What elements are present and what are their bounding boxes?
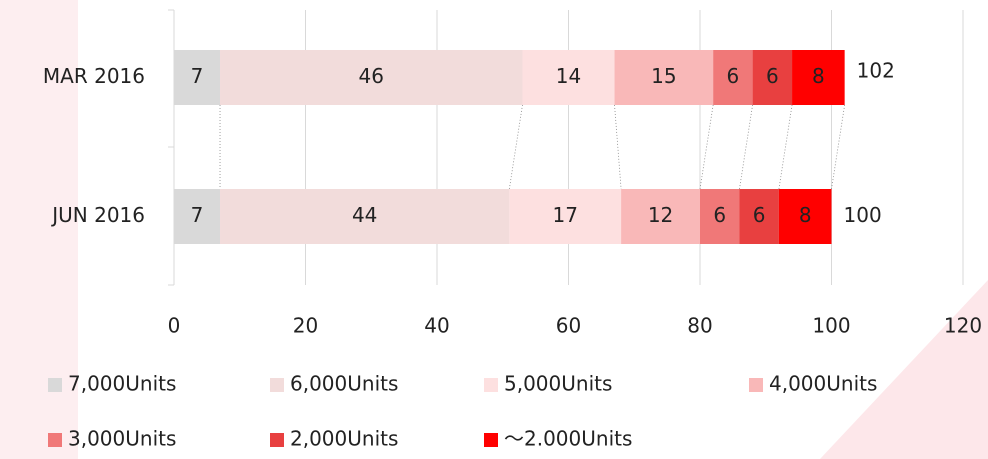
data-label: 12 <box>648 203 673 227</box>
data-label: 8 <box>812 64 825 88</box>
bar-segment <box>220 189 510 244</box>
bar-segment <box>522 50 615 105</box>
total-label: 102 <box>857 59 895 83</box>
x-tick-label: 60 <box>556 314 581 338</box>
legend-label: 3,000Units <box>68 427 176 451</box>
connector <box>831 104 846 190</box>
connector <box>699 104 714 190</box>
legend-swatch <box>270 378 284 392</box>
connector <box>778 104 793 190</box>
bar-segment <box>700 189 740 244</box>
legend-label: 4,000Units <box>769 372 877 396</box>
data-label: 15 <box>651 64 676 88</box>
bar-segment <box>739 189 779 244</box>
legend-swatch <box>48 433 62 447</box>
legend-swatch <box>484 378 498 392</box>
bar-segment <box>778 189 832 244</box>
connector <box>508 104 523 190</box>
legend-swatch <box>749 378 763 392</box>
legend-label: 6,000Units <box>290 372 398 396</box>
data-label: 46 <box>359 64 384 88</box>
connector <box>614 104 622 190</box>
x-tick-label: 40 <box>424 314 449 338</box>
bar-segment <box>792 50 845 105</box>
bar-segment <box>614 50 714 105</box>
legend-swatch <box>48 378 62 392</box>
bar-segment <box>174 50 221 105</box>
legend-label: 2,000Units <box>290 427 398 451</box>
legend-label: 7,000Units <box>68 372 176 396</box>
connector <box>739 104 753 190</box>
x-tick-label: 120 <box>944 314 982 338</box>
total-label: 100 <box>844 203 882 227</box>
legend-swatch <box>270 433 284 447</box>
data-label: 6 <box>727 64 740 88</box>
bar-segment <box>621 189 700 244</box>
legend-label: ～2.000Units <box>504 427 632 451</box>
y-tick-label: MAR 2016 <box>43 64 145 88</box>
x-tick-label: 100 <box>812 314 850 338</box>
bar-segment <box>509 189 622 244</box>
background-shape <box>820 280 988 459</box>
data-label: 6 <box>766 64 779 88</box>
data-label: 44 <box>352 203 377 227</box>
legend-label: 5,000Units <box>504 372 612 396</box>
data-label: 17 <box>552 203 577 227</box>
bar-segment <box>752 50 793 105</box>
data-label: 14 <box>556 64 581 88</box>
x-tick-label: 20 <box>293 314 318 338</box>
data-label: 6 <box>753 203 766 227</box>
x-tick-label: 0 <box>168 314 181 338</box>
legend-swatch <box>484 433 498 447</box>
bar-segment <box>220 50 523 105</box>
data-label: 8 <box>799 203 812 227</box>
x-tick-label: 80 <box>687 314 712 338</box>
data-label: 6 <box>713 203 726 227</box>
bar-segment <box>713 50 753 105</box>
data-label: 7 <box>191 64 204 88</box>
background-stripe <box>0 0 78 459</box>
bar-segment <box>174 189 221 244</box>
data-label: 7 <box>191 203 204 227</box>
y-tick-label: JUN 2016 <box>50 203 145 227</box>
